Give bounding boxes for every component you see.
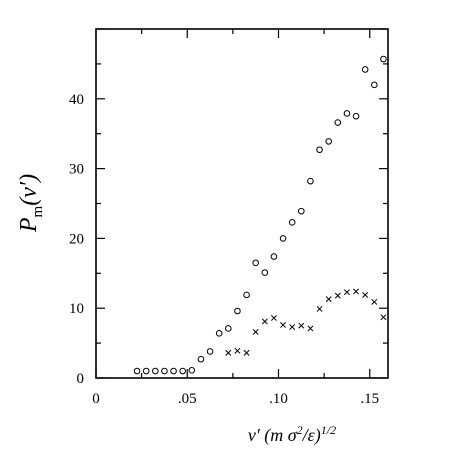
cross-point bbox=[280, 321, 287, 328]
circle-point bbox=[252, 259, 259, 267]
circle-point bbox=[133, 367, 141, 375]
circle-point bbox=[197, 355, 205, 363]
circle-point bbox=[161, 367, 168, 375]
cross-point bbox=[261, 318, 268, 325]
cross-point bbox=[234, 347, 241, 354]
cross-point bbox=[225, 349, 232, 356]
cross-point bbox=[353, 288, 360, 295]
circle-point bbox=[343, 110, 351, 117]
x-tick-label: 0 bbox=[92, 391, 100, 407]
circle-point bbox=[298, 207, 305, 215]
y-axis-label: Pm(ν′) bbox=[16, 174, 46, 233]
cross-point bbox=[325, 296, 332, 303]
circle-point bbox=[270, 253, 278, 260]
circle-point bbox=[170, 367, 177, 375]
cross-point bbox=[371, 298, 378, 305]
cross-point bbox=[289, 324, 296, 330]
circle-point bbox=[307, 177, 314, 185]
y-tick-label: 20 bbox=[69, 231, 84, 247]
circle-point bbox=[234, 307, 241, 315]
circle-point bbox=[188, 367, 196, 374]
x-tick-label: .15 bbox=[360, 391, 379, 407]
x-tick-label: .10 bbox=[269, 391, 288, 407]
circle-point bbox=[316, 146, 323, 154]
cross-point bbox=[298, 322, 305, 329]
cross-point bbox=[343, 289, 350, 296]
circle-point bbox=[279, 235, 287, 242]
cross-point bbox=[334, 292, 341, 299]
cross-point bbox=[362, 291, 369, 298]
y-tick-label: 10 bbox=[69, 301, 84, 317]
y-tick-label: 30 bbox=[69, 162, 84, 178]
circle-point bbox=[152, 367, 159, 375]
circle-point bbox=[288, 219, 296, 226]
cross-point bbox=[307, 325, 314, 332]
circle-point bbox=[243, 291, 250, 299]
cross-point bbox=[270, 315, 277, 321]
cross-point bbox=[316, 305, 323, 312]
circle-point bbox=[380, 55, 387, 63]
circle-point bbox=[206, 348, 214, 355]
circle-point bbox=[261, 269, 269, 276]
plot-frame bbox=[95, 28, 389, 379]
circle-point bbox=[325, 138, 332, 145]
x-tick-label: .05 bbox=[178, 391, 197, 407]
circle-point bbox=[215, 330, 223, 337]
y-tick-label: 40 bbox=[69, 92, 84, 108]
x-axis-label: ν′ (m σ2/ε)1/2 bbox=[248, 423, 336, 446]
cross-point bbox=[243, 349, 250, 356]
circle-point bbox=[179, 367, 186, 375]
circle-point bbox=[352, 112, 360, 120]
cross-point bbox=[252, 328, 259, 335]
ticks bbox=[95, 28, 388, 379]
circle-point bbox=[361, 66, 369, 73]
data-points bbox=[133, 55, 387, 375]
circle-point bbox=[225, 325, 232, 332]
y-tick-label: 0 bbox=[77, 371, 85, 387]
tick-labels: 0 .05 .10 .15 0 10 20 30 40 bbox=[69, 92, 379, 407]
cross-point bbox=[380, 314, 387, 321]
circle-point bbox=[334, 119, 342, 126]
circle-point bbox=[142, 367, 150, 375]
circle-point bbox=[371, 81, 378, 89]
